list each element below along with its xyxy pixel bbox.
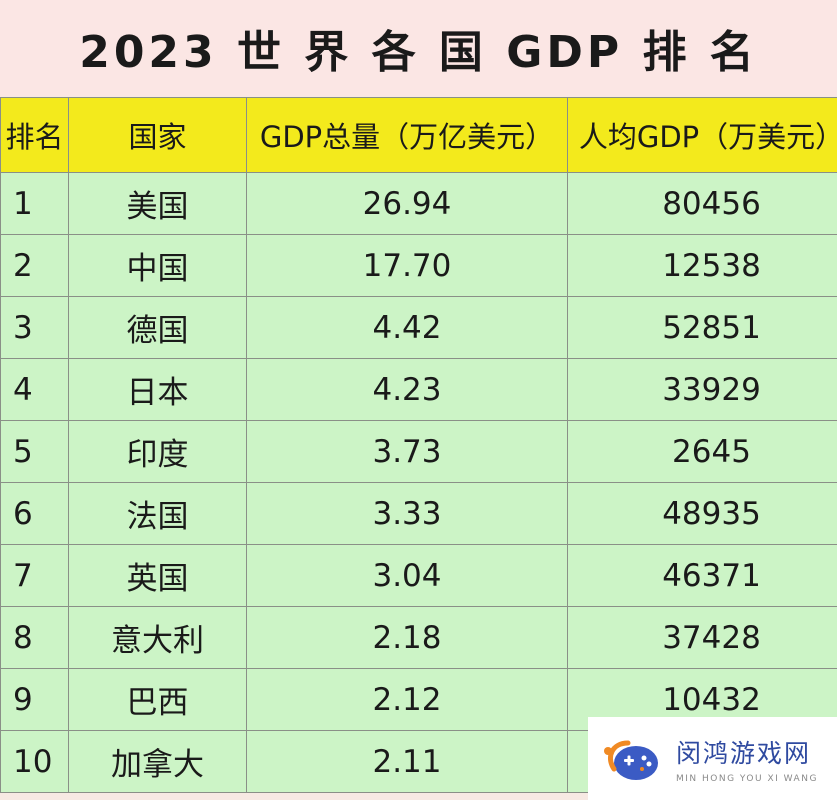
rank-cell: 5: [0, 420, 69, 483]
watermark-badge: 闵鸿游戏网 MIN HONG YOU XI WANG: [588, 717, 837, 800]
gdp-cell: 3.04: [246, 544, 568, 607]
country-cell: 美国: [68, 172, 247, 235]
header-country: 国家: [68, 97, 247, 173]
gdp-cell: 2.12: [246, 668, 568, 731]
country-cell: 巴西: [68, 668, 247, 731]
header-gdp-per-capita: 人均GDP（万美元）: [567, 97, 837, 173]
per-capita-cell: 2645: [567, 420, 837, 483]
watermark-text: 闵鸿游戏网 MIN HONG YOU XI WANG: [676, 734, 818, 784]
page-title: 2023 世 界 各 国 GDP 排 名: [0, 0, 837, 96]
country-cell: 英国: [68, 544, 247, 607]
rank-cell: 8: [0, 606, 69, 669]
gdp-cell: 3.73: [246, 420, 568, 483]
rank-cell: 6: [0, 482, 69, 545]
per-capita-cell: 48935: [567, 482, 837, 545]
header-gdp-total: GDP总量（万亿美元）: [246, 97, 568, 173]
country-cell: 日本: [68, 358, 247, 421]
table-row: 2 中国 17.70 12538: [0, 234, 837, 297]
rank-cell: 3: [0, 296, 69, 359]
per-capita-cell: 52851: [567, 296, 837, 359]
country-cell: 中国: [68, 234, 247, 297]
per-capita-cell: 46371: [567, 544, 837, 607]
country-cell: 意大利: [68, 606, 247, 669]
rank-cell: 4: [0, 358, 69, 421]
per-capita-cell: 80456: [567, 172, 837, 235]
country-cell: 加拿大: [68, 730, 247, 793]
header-row: 排名 国家 GDP总量（万亿美元） 人均GDP（万美元）: [0, 97, 837, 173]
gdp-cell: 2.11: [246, 730, 568, 793]
per-capita-cell: 37428: [567, 606, 837, 669]
gdp-ranking-table: 排名 国家 GDP总量（万亿美元） 人均GDP（万美元） 1 美国 26.94 …: [0, 97, 837, 793]
country-cell: 印度: [68, 420, 247, 483]
header-rank: 排名: [0, 97, 69, 173]
table-row: 4 日本 4.23 33929: [0, 358, 837, 421]
gdp-cell: 26.94: [246, 172, 568, 235]
per-capita-cell: 33929: [567, 358, 837, 421]
gdp-cell: 17.70: [246, 234, 568, 297]
rank-cell: 9: [0, 668, 69, 731]
gdp-cell: 3.33: [246, 482, 568, 545]
rank-cell: 1: [0, 172, 69, 235]
country-cell: 法国: [68, 482, 247, 545]
table-row: 1 美国 26.94 80456: [0, 172, 837, 235]
country-cell: 德国: [68, 296, 247, 359]
table-row: 7 英国 3.04 46371: [0, 544, 837, 607]
table-row: 5 印度 3.73 2645: [0, 420, 837, 483]
table-row: 6 法国 3.33 48935: [0, 482, 837, 545]
watermark-pinyin: MIN HONG YOU XI WANG: [676, 773, 818, 784]
table-row: 8 意大利 2.18 37428: [0, 606, 837, 669]
rank-cell: 10: [0, 730, 69, 793]
rank-cell: 7: [0, 544, 69, 607]
gamepad-logo-icon: [604, 740, 658, 780]
gdp-cell: 4.23: [246, 358, 568, 421]
per-capita-cell: 12538: [567, 234, 837, 297]
watermark-name: 闵鸿游戏网: [676, 738, 812, 768]
gdp-cell: 2.18: [246, 606, 568, 669]
gdp-cell: 4.42: [246, 296, 568, 359]
rank-cell: 2: [0, 234, 69, 297]
table-row: 3 德国 4.42 52851: [0, 296, 837, 359]
